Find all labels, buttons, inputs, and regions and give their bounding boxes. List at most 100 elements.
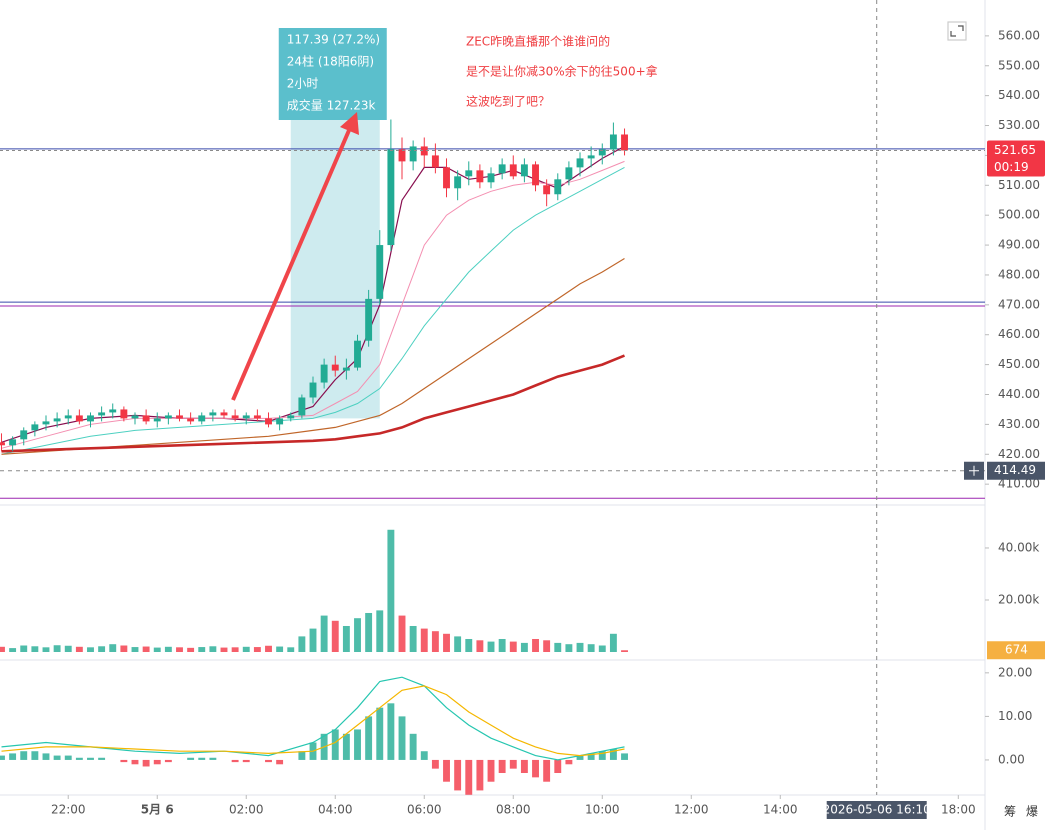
candle-body	[142, 415, 150, 422]
price-tick-label: 560.00	[998, 28, 1040, 42]
macd-hist-bar	[298, 751, 306, 760]
time-tick-label: 06:00	[407, 803, 442, 817]
time-tick-label: 12:00	[674, 803, 709, 817]
volume-bar	[231, 647, 239, 652]
moving-average	[1, 166, 625, 455]
macd-hist-bar	[365, 716, 373, 760]
volume-bar	[465, 638, 473, 652]
time-tick-label: 02:00	[229, 803, 264, 817]
toolbar-button[interactable]: 筹	[1004, 805, 1016, 819]
candle-body	[420, 146, 428, 156]
candle-body	[9, 439, 17, 446]
macd-hist-bar	[509, 759, 517, 769]
volume-bar	[409, 625, 417, 652]
macd-hist-bar	[209, 757, 217, 760]
volume-bar	[220, 647, 228, 652]
macd-hist-bar	[20, 751, 28, 760]
volume-bar	[164, 646, 172, 652]
macd-hist-bar	[532, 759, 539, 778]
annotation: ZEC昨晚直播那个谁谁问的	[466, 34, 610, 49]
macd-hist-bar	[342, 733, 350, 760]
candle-body	[565, 167, 573, 180]
macd-line	[1, 685, 625, 757]
macd-hist-bar	[0, 755, 5, 760]
candle-body	[87, 415, 94, 422]
macd-hist-bar	[120, 759, 128, 763]
measure-tooltip-text: 24柱 (18阳6阴)	[287, 54, 374, 69]
macd-hist-bar	[387, 703, 395, 760]
annotation: 这波吃到了吧？	[466, 94, 550, 109]
candle-body	[487, 173, 495, 183]
macd-hist-bar	[576, 755, 584, 760]
macd-hist-bar	[543, 759, 551, 782]
last-price-label: 521.65	[994, 143, 1036, 157]
candle-body	[621, 134, 628, 151]
price-tick-label: 470.00	[998, 297, 1040, 311]
volume-bar	[265, 645, 272, 652]
candle-body	[443, 167, 450, 189]
volume-bar	[354, 618, 361, 652]
volume-bar	[42, 647, 50, 652]
macd-tick-label: 20.00	[998, 665, 1032, 679]
toolbar-button[interactable]: 爆	[1026, 805, 1038, 819]
volume-bar	[398, 615, 406, 652]
candle-body	[164, 415, 172, 419]
volume-bar	[53, 645, 61, 652]
volume-bar	[20, 645, 28, 652]
volume-bar	[309, 628, 317, 652]
candle-body	[231, 415, 239, 419]
volume-bar	[454, 636, 462, 652]
candle-body	[587, 155, 595, 159]
volume-bar	[87, 647, 94, 652]
macd-hist-bar	[476, 759, 484, 791]
volume-bar	[487, 641, 495, 652]
volume-bar	[9, 648, 17, 652]
last-volume-box	[987, 641, 1045, 660]
candle-body	[131, 415, 139, 419]
macd-hist-bar	[242, 759, 250, 763]
price-tick-label: 530.00	[998, 118, 1040, 132]
price-tick-label: 500.00	[998, 208, 1040, 222]
candle-body	[454, 176, 462, 189]
crosshair-time-box	[826, 801, 927, 819]
volume-bar	[287, 647, 295, 652]
time-tick-label: 22:00	[51, 803, 86, 817]
volume-bar	[298, 636, 306, 652]
candle-body	[31, 424, 39, 431]
volume-bar	[565, 644, 573, 652]
measure-tooltip-text: 117.39 (27.2%)	[287, 33, 380, 47]
volume-bar	[187, 647, 195, 652]
candle-body	[398, 149, 406, 162]
volume-bar	[342, 625, 350, 652]
time-tick-label: 18:00	[941, 803, 976, 817]
macd-hist-bar	[376, 707, 384, 760]
volume-bar	[142, 646, 150, 652]
measure-tooltip-text: 成交量 127.23k	[287, 98, 376, 113]
macd-hist-bar	[431, 759, 439, 769]
moving-average	[1, 257, 625, 455]
price-tick-label: 510.00	[998, 178, 1040, 192]
macd-hist-bar	[64, 755, 72, 760]
macd-hist-bar	[443, 759, 450, 782]
macd-hist-bar	[520, 759, 528, 773]
macd-hist-bar	[354, 729, 361, 760]
measure-tooltip-text: 2小时	[287, 77, 319, 91]
macd-hist-bar	[498, 759, 506, 773]
price-tick-label: 410.00	[998, 477, 1040, 491]
macd-hist-bar	[164, 759, 172, 763]
candle-body	[276, 418, 284, 425]
candle-body	[265, 418, 272, 425]
expand-icon[interactable]	[947, 21, 967, 41]
candle-body	[287, 415, 295, 419]
candle-body	[153, 418, 161, 422]
macd-hist-bar	[331, 729, 339, 760]
candle-body	[75, 415, 83, 422]
volume-bar	[543, 640, 551, 652]
annotation: 是不是让你减30%余下的往500+拿	[466, 64, 658, 79]
volume-bar	[153, 647, 161, 652]
macd-hist-bar	[465, 759, 473, 795]
price-tick-label: 430.00	[998, 417, 1040, 431]
price-tick-label: 460.00	[998, 327, 1040, 341]
macd-hist-bar	[420, 751, 428, 760]
